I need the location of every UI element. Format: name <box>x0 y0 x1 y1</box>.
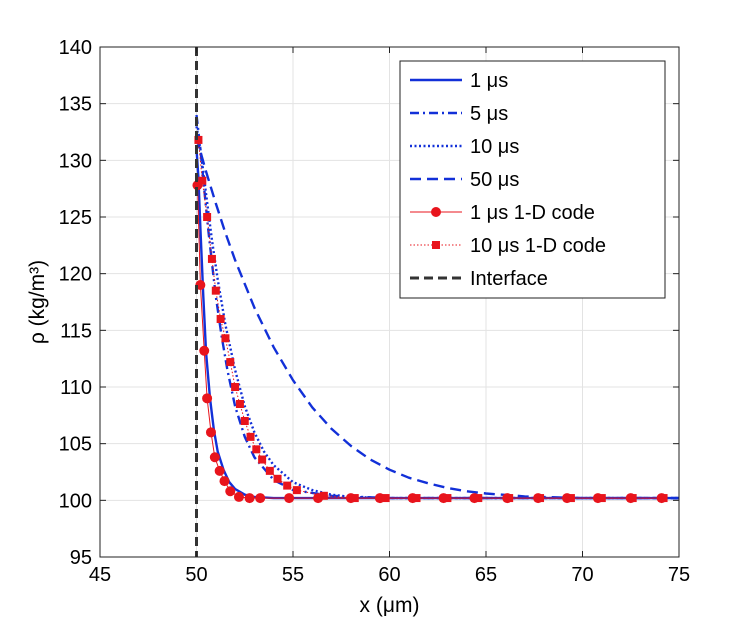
series-5-point <box>219 476 230 487</box>
series-6-point <box>221 334 230 343</box>
series-6-point <box>265 466 274 475</box>
x-axis-label: x (μm) <box>360 594 420 617</box>
y-axis-label: ρ (kg/m³) <box>26 260 49 344</box>
series-5-point <box>233 491 244 502</box>
legend-label: 5 μs <box>470 103 508 125</box>
series-5-point <box>255 493 266 504</box>
series-6-point <box>597 494 606 503</box>
plot-series <box>192 47 679 557</box>
series-6-point <box>628 494 637 503</box>
series-6-point <box>207 254 216 263</box>
legend-label: 10 μs <box>470 136 519 158</box>
series-6-point <box>203 213 212 221</box>
series-6-point <box>258 455 267 464</box>
series-6-point <box>198 176 207 185</box>
series-6-point <box>381 494 390 503</box>
series-6-point <box>283 481 292 490</box>
series-5-point <box>244 493 255 504</box>
series-line-3 <box>195 126 679 500</box>
series-5-point <box>214 465 225 476</box>
y-tick-label: 130 <box>59 150 92 172</box>
legend-label: 10 μs 1-D code <box>470 235 606 257</box>
y-tick-label: 100 <box>59 490 92 512</box>
series-6-point <box>235 400 244 408</box>
series-5-point <box>202 393 213 404</box>
legend-label: 1 μs <box>470 70 508 92</box>
x-tick-label: 75 <box>668 564 690 586</box>
series-5-point <box>225 486 236 497</box>
legend-label: Interface <box>470 268 548 290</box>
legend-box <box>399 60 666 299</box>
series-6-point <box>231 383 240 391</box>
series-6-point <box>216 315 225 323</box>
series-6-point <box>194 135 203 144</box>
y-tick-label: 110 <box>60 377 92 399</box>
y-tick-label: 115 <box>60 320 92 342</box>
series-6-point <box>566 494 575 503</box>
legend: 1 μs 5 μs 10 μs 50 μs 1 μs 1-D code 10 μs 1-D… <box>399 60 666 299</box>
x-tick-label: 45 <box>89 564 111 586</box>
series-6-point <box>226 358 235 367</box>
legend-swatch-marker <box>431 207 441 217</box>
y-tick-label: 95 <box>70 547 92 569</box>
legend-swatch-marker <box>432 241 440 249</box>
series-6-point <box>252 445 261 454</box>
series-6-point <box>350 494 359 503</box>
series-5-point <box>205 427 216 438</box>
series-5-point <box>209 452 220 463</box>
series-6-point <box>536 494 545 503</box>
x-tick-label: 70 <box>571 564 593 586</box>
x-tick-label: 60 <box>378 564 400 586</box>
y-tick-label: 120 <box>59 264 92 286</box>
series-6-point <box>412 494 421 503</box>
series-6-point <box>240 417 249 425</box>
x-tick-label: 55 <box>282 564 304 586</box>
series-6-point <box>292 486 301 495</box>
legend-label: 50 μs <box>470 169 519 191</box>
y-tick-label: 140 <box>59 37 92 59</box>
series-6-point <box>273 474 282 483</box>
x-tick-label: 50 <box>185 564 207 586</box>
y-tick-label: 105 <box>59 434 92 456</box>
series-6-point <box>319 491 328 500</box>
series-6-point <box>505 494 514 503</box>
y-tick-label: 125 <box>59 207 92 229</box>
series-5-point <box>199 345 210 356</box>
legend-label: 1 μs 1-D code <box>470 202 595 224</box>
axes: 45 50 55 60 65 70 75 95 100 105 110 115 120 125 130 135… <box>26 37 690 617</box>
series-5-point <box>284 493 295 504</box>
series-6-point <box>443 494 452 503</box>
y-tick-label: 135 <box>59 94 92 116</box>
series-6-point <box>474 494 483 503</box>
x-tick-label: 65 <box>475 564 497 586</box>
series-6-point <box>246 432 255 441</box>
series-line-4 <box>195 137 679 500</box>
series-6-point <box>659 494 668 503</box>
series-6-point <box>211 286 220 295</box>
